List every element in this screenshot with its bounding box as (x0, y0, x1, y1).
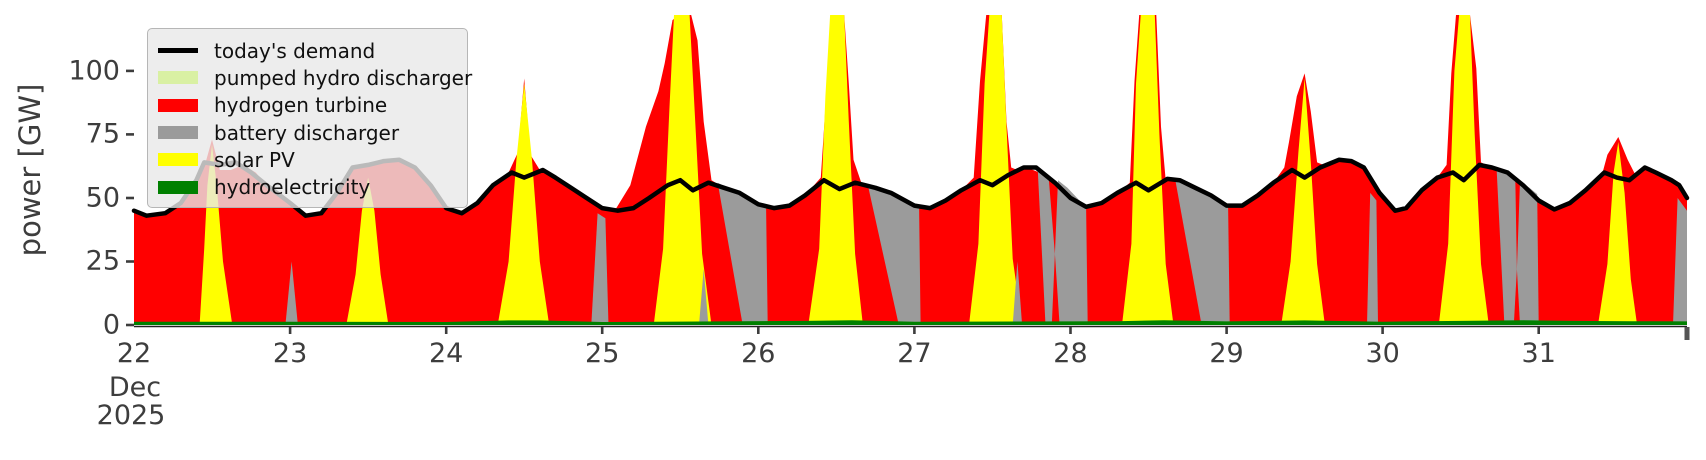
area-battery-discharger (717, 182, 768, 325)
legend-patch-swatch (158, 71, 198, 85)
x-axis-month-label: Dec (108, 372, 162, 403)
legend-label: pumped hydro discharger (214, 65, 473, 90)
y-tick-label-25: 25 (85, 245, 120, 277)
legend-entry-battery-discharger: battery discharger (158, 119, 455, 146)
y-tick-label-50: 50 (85, 182, 120, 214)
x-tick-label-26: 26 (741, 338, 776, 369)
legend-patch-swatch (158, 180, 198, 194)
area-battery-discharger (285, 261, 298, 325)
legend-label: hydrogen turbine (214, 93, 388, 118)
legend-entry-solar-pv: solar PV (158, 146, 455, 173)
area-solar-pv (969, 15, 1023, 325)
y-axis-label: power [GW] (13, 83, 47, 257)
legend-patch-swatch (158, 126, 198, 140)
y-tick-label-0: 0 (102, 309, 120, 341)
area-hydroelectricity (134, 320, 1687, 325)
x-tick-label-24: 24 (428, 338, 464, 369)
area-battery-discharger (1037, 168, 1055, 325)
area-solar-pv (808, 15, 863, 325)
legend-label: battery discharger (214, 120, 400, 145)
area-battery-discharger (1367, 192, 1378, 325)
area-solar-pv (1122, 15, 1174, 325)
area-battery-discharger (1012, 261, 1023, 325)
area-battery-discharger (699, 269, 709, 325)
x-tick-label-27: 27 (897, 338, 932, 369)
x-axis-year-label: 2025 (96, 400, 166, 431)
legend-patch-swatch (158, 98, 198, 112)
area-battery-discharger (1496, 168, 1517, 325)
x-tick-label-23: 23 (272, 338, 308, 369)
x-tick-label-30: 30 (1365, 338, 1400, 369)
legend-box: today's demand pumped hydro discharger hyd… (147, 28, 472, 208)
legend-entry-hydroelectricity: hydroelectricity (158, 174, 455, 201)
legend-label: hydroelectricity (214, 175, 371, 200)
y-tick-label-100: 100 (68, 55, 120, 87)
legend-entry-hydrogen-turbine: hydrogen turbine (158, 92, 455, 119)
x-tick-label-22: 22 (116, 338, 152, 369)
legend-entry-today-s-demand: today's demand (158, 37, 455, 64)
x-tick-label-29: 29 (1209, 338, 1244, 369)
legend-line-swatch (158, 48, 198, 53)
area-solar-pv (1281, 78, 1325, 325)
legend-patch-swatch (158, 153, 198, 167)
legend-entry-pumped-hydro-discharger: pumped hydro discharger (158, 64, 472, 91)
area-battery-discharger (1516, 181, 1539, 325)
area-battery-discharger (1054, 180, 1088, 325)
legend-label: today's demand (214, 38, 376, 63)
area-solar-pv (497, 83, 550, 325)
legend-label: solar PV (214, 147, 295, 172)
area-battery-discharger (1175, 178, 1230, 325)
y-tick-label-75: 75 (85, 118, 120, 150)
area-solar-pv (346, 177, 389, 325)
area-solar-pv (1598, 142, 1638, 325)
area-battery-discharger (591, 213, 609, 325)
x-tick-label-31: 31 (1521, 338, 1556, 369)
area-battery-discharger (867, 184, 921, 325)
area-solar-pv (653, 15, 712, 325)
area-battery-discharger (1673, 198, 1687, 325)
area-solar-pv (1438, 15, 1489, 325)
x-tick-label-28: 28 (1053, 338, 1088, 369)
x-tick-label-25: 25 (585, 338, 620, 369)
